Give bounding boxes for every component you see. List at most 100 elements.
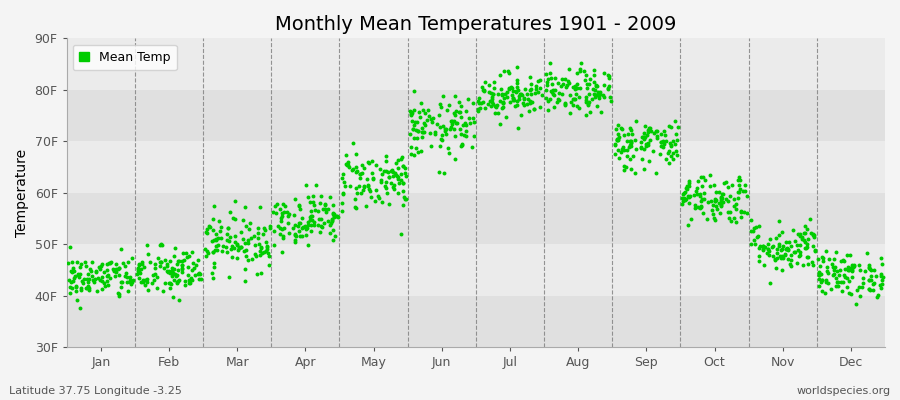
Point <box>800 235 814 242</box>
Point <box>459 127 473 134</box>
Point <box>601 72 616 79</box>
Point <box>876 274 890 280</box>
Point <box>706 207 720 214</box>
Point <box>814 254 829 260</box>
Point <box>312 229 327 236</box>
Point <box>321 206 336 212</box>
Point <box>424 116 438 122</box>
Point <box>385 169 400 175</box>
Point <box>399 165 413 172</box>
Point <box>270 200 284 207</box>
Point <box>239 253 254 260</box>
Point <box>273 224 287 231</box>
Point <box>353 175 367 181</box>
Point <box>222 238 237 244</box>
Point <box>568 83 582 89</box>
Point <box>528 90 543 96</box>
Point <box>491 110 506 116</box>
Point <box>783 261 797 268</box>
Point <box>379 179 393 186</box>
Point <box>79 262 94 269</box>
Point <box>737 209 751 215</box>
Point <box>752 223 767 229</box>
Point <box>793 231 807 238</box>
Point <box>322 222 337 228</box>
Point <box>466 133 481 139</box>
Point <box>68 273 82 280</box>
Point <box>386 184 400 191</box>
Point <box>693 205 707 211</box>
Point <box>325 218 339 224</box>
Point <box>77 258 92 265</box>
Point <box>256 225 271 231</box>
Point <box>101 282 115 288</box>
Point <box>121 259 135 265</box>
Point <box>199 228 213 235</box>
Point <box>797 239 812 245</box>
Point <box>280 208 294 215</box>
Point <box>729 206 743 212</box>
Point <box>496 100 510 106</box>
Point <box>350 168 365 174</box>
Point <box>356 183 371 189</box>
Point <box>407 135 421 141</box>
Point <box>198 246 212 252</box>
Point <box>662 148 676 154</box>
Point <box>192 270 206 276</box>
Point <box>784 263 798 270</box>
Point <box>623 156 637 162</box>
Point <box>277 209 292 215</box>
Point <box>409 126 423 133</box>
Point <box>875 281 889 288</box>
Point <box>67 268 81 275</box>
Point <box>539 95 554 102</box>
Point <box>454 114 469 120</box>
Point <box>89 268 104 275</box>
Point <box>166 266 181 272</box>
Point <box>163 285 177 291</box>
Point <box>209 230 223 237</box>
Point <box>109 266 123 272</box>
Point <box>304 207 319 214</box>
Point <box>336 190 350 196</box>
Point <box>805 258 819 265</box>
Point <box>801 254 815 260</box>
Point <box>533 77 547 83</box>
Point <box>230 242 245 248</box>
Point <box>812 270 826 276</box>
Point <box>874 270 888 277</box>
Point <box>712 199 726 206</box>
Point <box>502 99 517 105</box>
Point <box>455 122 470 128</box>
Point <box>238 247 253 253</box>
Point <box>721 184 735 190</box>
Point <box>495 91 509 97</box>
Point <box>349 151 364 157</box>
Point <box>472 100 486 106</box>
Point <box>541 106 555 113</box>
Point <box>500 88 514 95</box>
Point <box>509 77 524 83</box>
Point <box>654 143 669 149</box>
Point <box>433 124 447 130</box>
Point <box>411 149 426 156</box>
Point <box>866 287 880 294</box>
Point <box>434 136 448 142</box>
Point <box>364 170 379 176</box>
Point <box>170 280 184 286</box>
Point <box>154 258 168 265</box>
Point <box>288 222 302 228</box>
Point <box>587 72 601 78</box>
Point <box>500 94 514 100</box>
Point <box>634 134 649 140</box>
Point <box>415 129 429 135</box>
Point <box>74 286 88 293</box>
Point <box>611 137 625 144</box>
Point <box>563 110 578 117</box>
Point <box>154 259 168 266</box>
Point <box>291 222 305 229</box>
Point <box>657 140 671 147</box>
Point <box>371 193 385 199</box>
Point <box>386 173 400 180</box>
Point <box>727 215 742 221</box>
